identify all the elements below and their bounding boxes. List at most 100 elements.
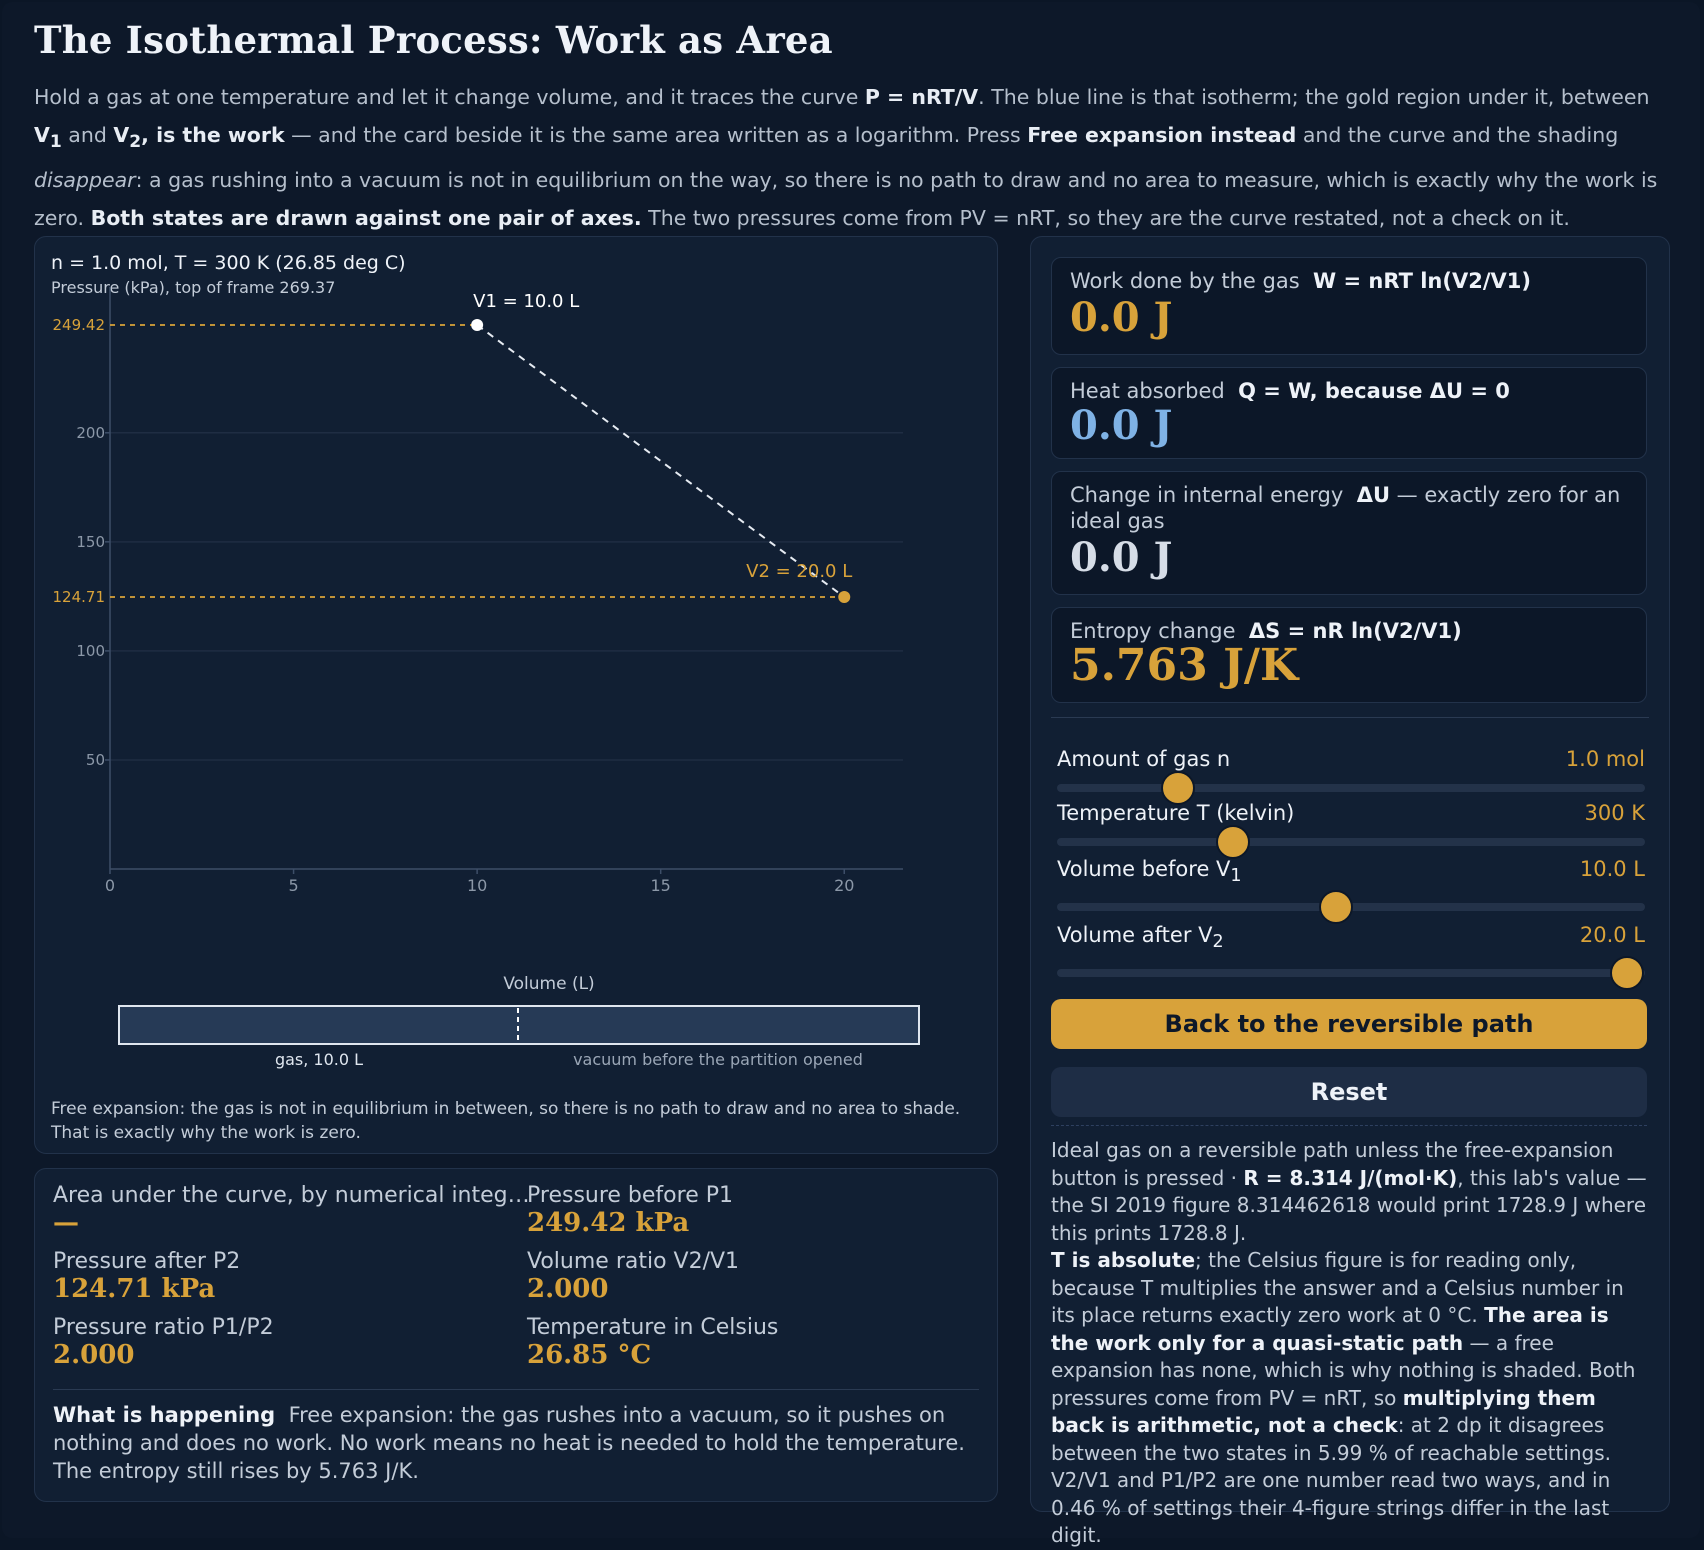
stat-p2-label: Pressure after P2 xyxy=(53,1249,241,1274)
intro-part: and the curve and the shading xyxy=(1296,123,1619,147)
chart-panel: n = 1.0 mol, T = 300 K (26.85 deg C) Pre… xyxy=(34,236,998,1154)
stat-pratio-value: 2.000 xyxy=(53,1340,135,1370)
intro-v1: V xyxy=(34,123,50,147)
stat-pratio: Pressure ratio P1/P2 2.000 xyxy=(53,1315,274,1370)
slider-v2-track[interactable] xyxy=(1057,956,1645,990)
stat-vratio-value: 2.000 xyxy=(527,1274,609,1304)
slider-n-value: 1.0 mol xyxy=(1565,747,1645,771)
stat-celsius-label: Temperature in Celsius xyxy=(527,1315,779,1340)
intro-text: Hold a gas at one temperature and let it… xyxy=(34,78,1670,237)
entropy-card: Entropy change ΔS = nR ln(V2/V1) 5.763 J… xyxy=(1051,607,1647,703)
intro-part: — and the card beside it is the same are… xyxy=(284,123,1028,147)
stat-area: Area under the curve, by numerical integ… xyxy=(53,1183,530,1238)
slider-v1-value: 10.0 L xyxy=(1579,857,1645,881)
x-tick-label: 5 xyxy=(288,876,298,895)
slider-v2-thumb[interactable] xyxy=(1610,956,1645,990)
intro-both-states: Both states are drawn against one pair o… xyxy=(90,206,642,231)
stat-celsius: Temperature in Celsius 26.85 °C xyxy=(527,1315,778,1370)
slider-v1-track[interactable] xyxy=(1057,890,1645,924)
notes-part: , this lab's value — the SI 2019 figure … xyxy=(1051,1165,1647,1245)
work-card-label: Work done by the gas W = nRT ln(V2/V1) xyxy=(1070,268,1630,294)
slider-v2-sub: 2 xyxy=(1212,932,1224,953)
intro-v2: V xyxy=(113,123,130,147)
notes-t-absolute: T is absolute xyxy=(1051,1248,1196,1272)
intro-part: The two pressures come from PV = nRT, so… xyxy=(641,206,1570,231)
intro-part: and xyxy=(61,123,114,147)
intro-is-work: , is the work xyxy=(141,123,285,147)
heat-formula: Q = W, because ΔU = 0 xyxy=(1238,379,1510,403)
heat-card: Heat absorbed Q = W, because ΔU = 0 0.0 … xyxy=(1051,367,1647,459)
results-panel: Work done by the gas W = nRT ln(V2/V1) 0… xyxy=(1030,236,1670,1547)
y-tick-label: 150 xyxy=(76,533,105,551)
cards-divider xyxy=(1051,717,1649,718)
y-tick-label: 100 xyxy=(76,642,105,660)
pressure-label: 124.71 xyxy=(53,588,106,606)
slider-v1-sub: 1 xyxy=(1230,866,1242,887)
slider-v2-label-text: Volume after V xyxy=(1057,923,1213,947)
stat-area-label: Area under the curve, by numerical integ… xyxy=(53,1183,530,1208)
slider-v2-label: Volume after V2 xyxy=(1057,923,1224,952)
stat-area-value: — xyxy=(53,1208,79,1238)
work-card: Work done by the gas W = nRT ln(V2/V1) 0… xyxy=(1051,257,1647,355)
stat-pratio-label: Pressure ratio P1/P2 xyxy=(53,1315,274,1340)
intro-part: . The blue line is that isotherm; the go… xyxy=(978,85,1650,109)
reset-button[interactable]: Reset xyxy=(1051,1067,1647,1117)
stat-p1-value: 249.42 kPa xyxy=(527,1208,690,1238)
stat-p1-label: Pressure before P1 xyxy=(527,1183,733,1208)
x-tick-label: 20 xyxy=(834,876,854,895)
notes-part: Ideal gas on a reversible path unless th… xyxy=(1051,1138,1614,1190)
state-connector-line xyxy=(476,324,845,598)
slider-t-thumb[interactable] xyxy=(1216,825,1251,859)
stat-vratio: Volume ratio V2/V1 2.000 xyxy=(527,1249,739,1304)
slider-n-thumb[interactable] xyxy=(1160,771,1195,805)
what-is-happening: What is happening Free expansion: the ga… xyxy=(53,1401,983,1485)
x-tick-label: 15 xyxy=(651,876,671,895)
pv-chart: n = 1.0 mol, T = 300 K (26.85 deg C) Pre… xyxy=(51,252,920,1069)
intro-part: Hold a gas at one temperature and let it… xyxy=(34,85,865,109)
work-formula: W = nRT ln(V2/V1) xyxy=(1313,269,1531,293)
stat-vratio-label: Volume ratio V2/V1 xyxy=(527,1249,740,1274)
energy-value: 0.0 J xyxy=(1070,534,1173,581)
state-label-v2: V2 = 20.0 L xyxy=(746,561,852,582)
stat-p1: Pressure before P1 249.42 kPa xyxy=(527,1183,733,1238)
happening-text: Free expansion: the gas rushes into a va… xyxy=(53,1403,965,1483)
notes-part: — a free expansion has none, which is wh… xyxy=(1051,1330,1636,1410)
entropy-formula: ΔS = nR ln(V2/V1) xyxy=(1248,619,1462,643)
entropy-label-text: Entropy change xyxy=(1070,619,1236,643)
slider-t-track[interactable] xyxy=(1057,825,1645,859)
energy-formula-rest: — exactly zero for an ideal gas xyxy=(1070,483,1621,533)
work-label-text: Work done by the gas xyxy=(1070,269,1300,293)
slider-v1-label-text: Volume before V xyxy=(1057,857,1231,881)
intro-formula: P = nRT/V xyxy=(864,85,979,109)
stats-divider xyxy=(53,1389,979,1390)
intro-v1-sub: 1 xyxy=(49,132,62,153)
y-tick-label: 50 xyxy=(86,751,105,769)
x-tick-label: 10 xyxy=(467,876,487,895)
slider-n-track[interactable] xyxy=(1057,771,1645,805)
intro-disappear: disappear xyxy=(34,168,136,193)
slider-v1-thumb[interactable] xyxy=(1319,890,1354,924)
energy-label-text: Change in internal energy xyxy=(1070,483,1344,507)
page-title: The Isothermal Process: Work as Area xyxy=(34,18,833,62)
y-tick-label: 200 xyxy=(76,424,105,442)
intro-free-expansion-ref: Free expansion instead xyxy=(1027,123,1297,147)
notes-multiplying: multiplying them back is arithmetic, not… xyxy=(1051,1385,1596,1438)
slider-n-label: Amount of gas n xyxy=(1057,747,1231,771)
stat-p2: Pressure after P2 124.71 kPa xyxy=(53,1249,240,1304)
notes-text: Ideal gas on a reversible path unless th… xyxy=(1051,1137,1651,1550)
heat-label-text: Heat absorbed xyxy=(1070,379,1225,403)
pressure-label: 249.42 xyxy=(53,316,106,334)
notes-separator xyxy=(1051,1125,1647,1126)
x-tick-label: 0 xyxy=(105,876,115,895)
reversible-path-button[interactable]: Back to the reversible path xyxy=(1051,999,1647,1049)
slider-v2-value: 20.0 L xyxy=(1579,923,1645,947)
notes-part: ; the Celsius figure is for reading only… xyxy=(1051,1248,1624,1327)
energy-formula: ΔU xyxy=(1356,483,1390,507)
state-point-v1 xyxy=(471,319,484,331)
gas-label: gas, 10.0 L xyxy=(275,1050,363,1069)
energy-card: Change in internal energy ΔU — exactly z… xyxy=(1051,471,1647,595)
stat-p2-value: 124.71 kPa xyxy=(53,1274,216,1304)
work-value: 0.0 J xyxy=(1070,294,1173,341)
heat-value: 0.0 J xyxy=(1070,402,1173,449)
slider-t-value: 300 K xyxy=(1584,801,1645,825)
